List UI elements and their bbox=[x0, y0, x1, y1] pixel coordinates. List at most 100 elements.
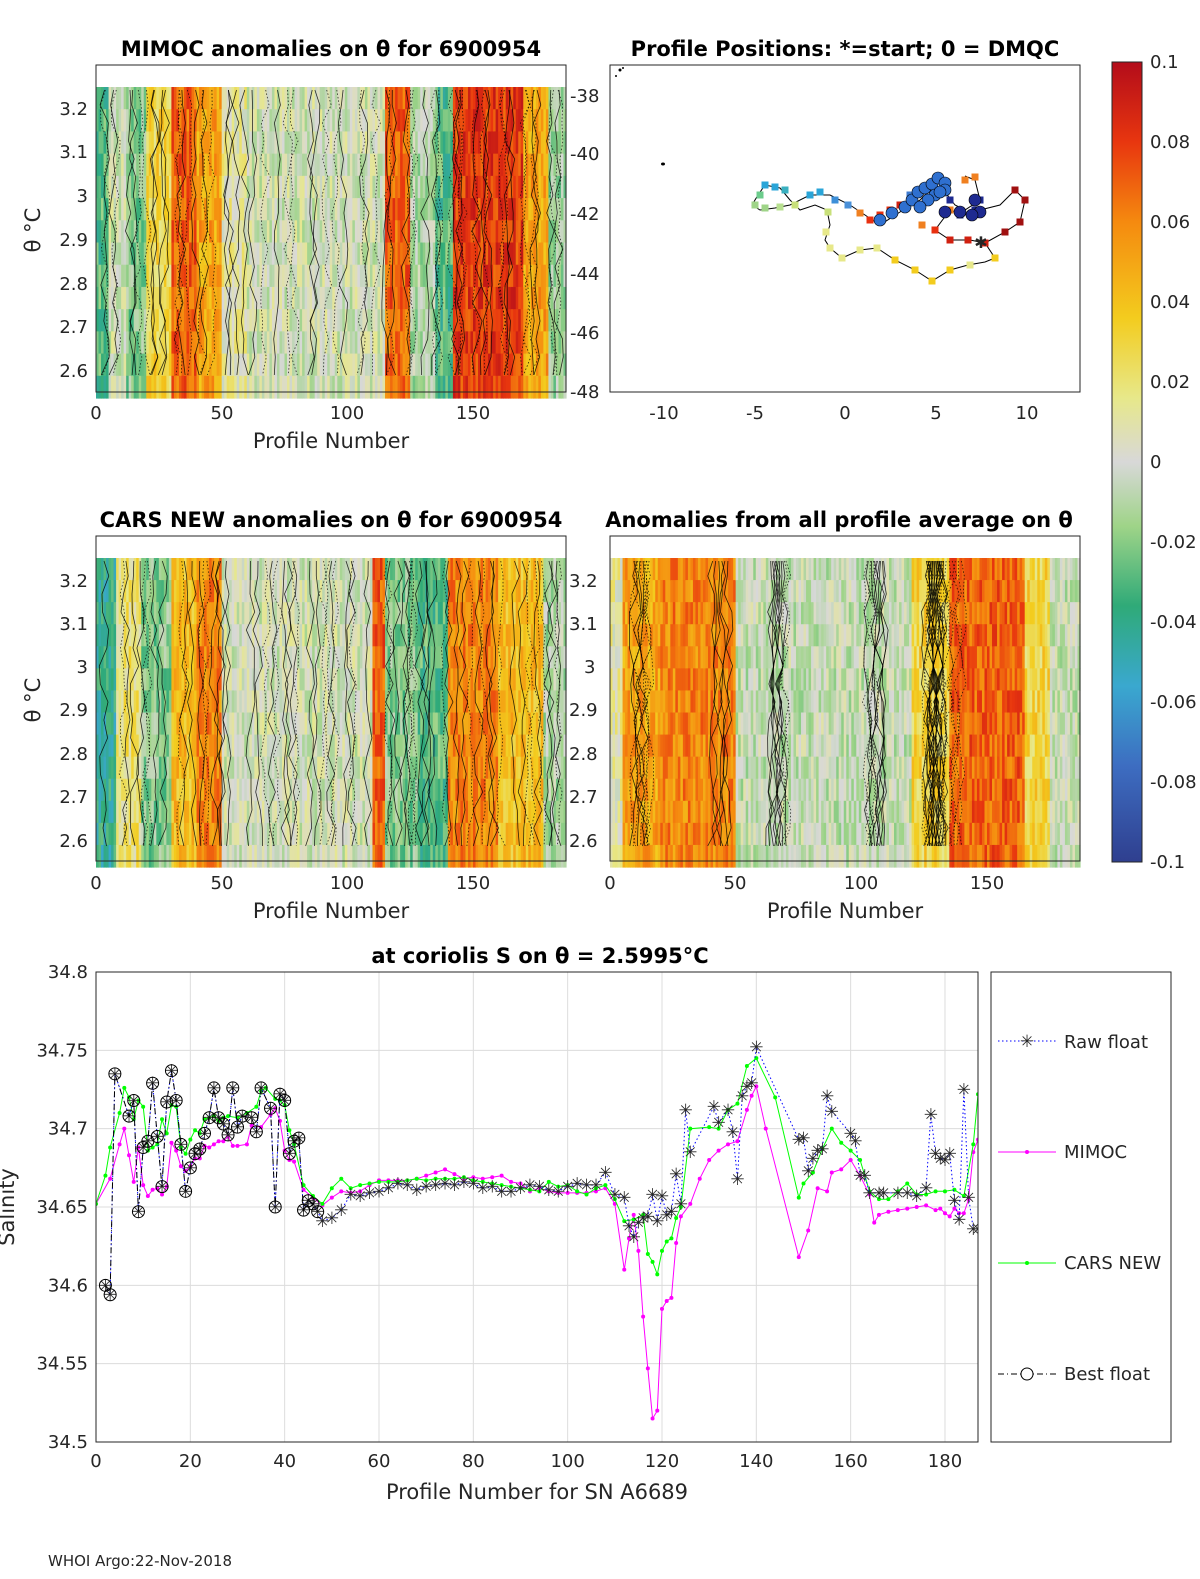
heatmap-cell bbox=[168, 800, 173, 824]
heatmap-cell bbox=[281, 153, 286, 177]
heatmap-cell bbox=[234, 624, 238, 647]
heatmap-cell bbox=[475, 756, 479, 780]
heatmap-cell bbox=[221, 690, 225, 714]
heatmap-cell bbox=[420, 558, 424, 581]
heatmap-cell bbox=[362, 800, 366, 824]
heatmap-cell bbox=[126, 353, 130, 377]
heatmap-cell bbox=[410, 822, 414, 846]
heatmap-cell bbox=[284, 175, 288, 199]
heatmap-cell bbox=[337, 198, 341, 221]
heatmap-cell bbox=[452, 668, 457, 692]
heatmap-cell bbox=[201, 331, 205, 355]
heatmap-cell bbox=[415, 375, 419, 399]
heatmap-cell bbox=[402, 668, 406, 692]
heatmap-cell bbox=[151, 353, 155, 377]
heatmap-cell bbox=[470, 175, 474, 199]
heatmap-cell bbox=[103, 844, 107, 868]
heatmap-cell bbox=[292, 286, 296, 310]
heatmap-cell bbox=[319, 331, 323, 355]
heatmap-cell bbox=[317, 353, 321, 377]
heatmap-cell bbox=[447, 602, 451, 625]
heatmap-cell bbox=[234, 690, 238, 714]
heatmap-cell bbox=[201, 220, 205, 244]
heatmap-cell bbox=[528, 198, 532, 221]
heatmap-cell bbox=[194, 756, 198, 780]
heatmap-cell bbox=[515, 109, 519, 133]
heatmap-cell bbox=[183, 624, 188, 647]
heatmap-cell bbox=[143, 331, 147, 355]
heatmap-cell bbox=[276, 624, 281, 647]
heatmap-cell bbox=[146, 353, 150, 377]
heatmap-cell bbox=[128, 646, 132, 669]
heatmap-cell bbox=[161, 734, 165, 758]
heatmap-cell bbox=[390, 286, 394, 310]
heatmap-cell bbox=[246, 844, 250, 868]
heatmap-cell bbox=[146, 558, 150, 581]
heatmap-cell bbox=[196, 375, 200, 399]
heatmap-cell bbox=[329, 309, 333, 332]
heatmap-cell bbox=[271, 153, 276, 177]
heatmap-cell bbox=[473, 778, 477, 802]
heatmap-cell bbox=[254, 220, 258, 244]
heatmap-cell bbox=[224, 242, 228, 266]
heatmap-cell bbox=[156, 844, 160, 868]
heatmap-cell bbox=[412, 734, 416, 758]
contour-line bbox=[522, 89, 532, 376]
heatmap-cell bbox=[317, 331, 321, 355]
heatmap-cell bbox=[274, 756, 278, 780]
heatmap-cell bbox=[168, 109, 173, 133]
heatmap-cell bbox=[465, 800, 469, 824]
heatmap-cell bbox=[244, 844, 248, 868]
heatmap-cell bbox=[354, 756, 358, 780]
heatmap-cell bbox=[445, 175, 449, 199]
heatmap-cell bbox=[473, 646, 477, 669]
heatmap-cell bbox=[467, 624, 472, 647]
heatmap-cell bbox=[181, 778, 185, 802]
heatmap-cell bbox=[337, 558, 341, 581]
heatmap-cell bbox=[274, 109, 278, 133]
heatmap-cell bbox=[141, 375, 145, 399]
heatmap-cell bbox=[171, 375, 175, 399]
heatmap-cell bbox=[199, 153, 203, 177]
heatmap-cell bbox=[324, 734, 328, 758]
heatmap-cell bbox=[410, 175, 414, 199]
heatmap-cell bbox=[136, 286, 140, 310]
heatmap-cell bbox=[181, 353, 185, 377]
heatmap-cell bbox=[339, 602, 343, 625]
heatmap-cell bbox=[106, 778, 110, 802]
heatmap-cell bbox=[563, 353, 567, 377]
heatmap-cell bbox=[390, 602, 394, 625]
heatmap-cell bbox=[455, 242, 459, 266]
heatmap-cell bbox=[126, 242, 130, 266]
heatmap-cell bbox=[204, 844, 208, 868]
heatmap-cell bbox=[103, 800, 107, 824]
heatmap-cell bbox=[173, 286, 178, 310]
heatmap-cell bbox=[309, 778, 313, 802]
heatmap-cell bbox=[116, 822, 120, 846]
heatmap-cell bbox=[161, 331, 165, 355]
heatmap-cell bbox=[158, 558, 162, 581]
heatmap-cell bbox=[347, 198, 351, 221]
heatmap-cell bbox=[214, 844, 218, 868]
heatmap-cell bbox=[297, 286, 301, 310]
heatmap-cell bbox=[412, 286, 416, 310]
heatmap-cell bbox=[126, 800, 130, 824]
heatmap-cell bbox=[219, 580, 223, 603]
heatmap-cell bbox=[317, 690, 321, 714]
heatmap-cell bbox=[111, 309, 115, 332]
heatmap-cell bbox=[312, 375, 316, 399]
heatmap-cell bbox=[101, 175, 105, 199]
heatmap-cell bbox=[302, 822, 306, 846]
heatmap-cell bbox=[101, 220, 105, 244]
heatmap-cell bbox=[128, 712, 132, 736]
heatmap-cell bbox=[465, 734, 469, 758]
heatmap-cell bbox=[493, 198, 497, 221]
heatmap-cell bbox=[317, 558, 321, 581]
heatmap-cell bbox=[405, 131, 409, 155]
heatmap-cell bbox=[533, 309, 537, 332]
heatmap-cell bbox=[530, 353, 534, 377]
dmqc-point bbox=[968, 193, 982, 207]
heatmap-cell bbox=[133, 131, 137, 155]
heatmap-cell bbox=[239, 353, 243, 377]
heatmap-cell bbox=[261, 375, 265, 399]
